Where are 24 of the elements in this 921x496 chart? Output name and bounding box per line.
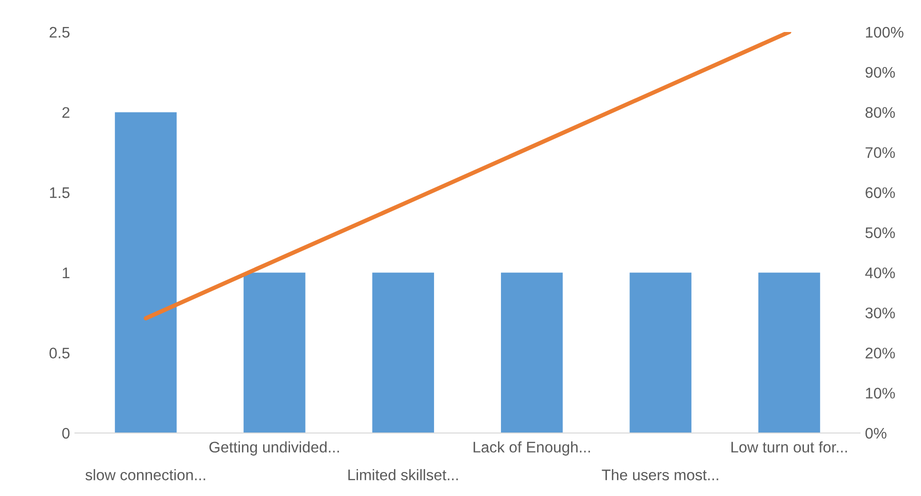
y2-tick-label: 10% — [866, 388, 895, 399]
y2-tick-label: 100% — [866, 26, 904, 38]
y2-tick-label: 20% — [866, 348, 895, 358]
y-tick-label: 2 — [62, 107, 70, 118]
y-tick-label: 1.5 — [50, 187, 70, 198]
y2-tick-label: 0% — [865, 428, 886, 439]
y2-tick-label: 30% — [865, 308, 895, 318]
y2-tick-label: 70% — [866, 147, 895, 158]
x-tick-label: Lack of Enough... — [474, 441, 590, 456]
y2-tick-label: 60% — [866, 187, 895, 198]
y-tick-label: 2.5 — [50, 26, 70, 38]
x-tick-label: slow connection... — [85, 469, 206, 480]
y-tick-label: 1 — [62, 268, 70, 278]
y2-tick-label: 90% — [866, 66, 895, 78]
y2-tick-label: 80% — [866, 107, 895, 118]
y-tick-label: 0.5 — [50, 348, 70, 358]
x-tick-label: Limited skillset... — [348, 469, 458, 480]
line-series — [144, 32, 792, 320]
y2-tick-label: 50% — [865, 227, 895, 238]
x-tick-label: Low turn out for... — [731, 441, 847, 453]
y2-tick-label: 40% — [865, 267, 895, 278]
x-tick-label: Getting undivided... — [209, 441, 339, 456]
y-tick-label: 0 — [62, 428, 70, 439]
x-tick-label: The users most... — [602, 469, 718, 480]
